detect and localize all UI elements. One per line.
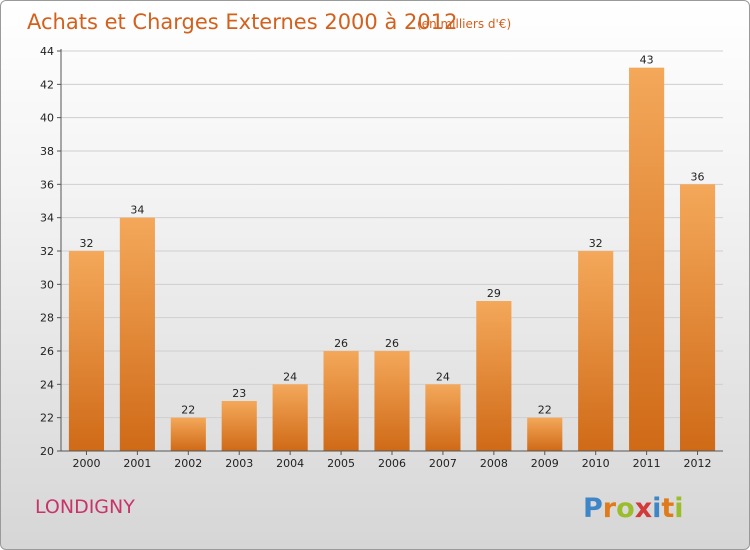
x-tick-label: 2012 (684, 457, 712, 470)
proxiti-logo: Proxiti (583, 493, 684, 524)
y-tick-label: 36 (40, 178, 54, 191)
bar-2011 (629, 67, 665, 452)
bar-2001 (119, 217, 155, 451)
logo-letter: i (674, 493, 683, 524)
x-tick-label: 2007 (429, 457, 457, 470)
logo-letter: r (603, 493, 617, 524)
y-tick-label: 22 (40, 412, 54, 425)
y-tick-label: 40 (40, 112, 54, 125)
bar-2004 (272, 384, 308, 451)
bar-2003 (221, 401, 257, 451)
bar-2000 (68, 251, 105, 451)
bar-2012 (679, 184, 716, 452)
y-tick-label: 32 (40, 245, 54, 258)
x-tick-label: 2005 (327, 457, 355, 470)
bar-2008 (476, 301, 512, 451)
bar-2006 (374, 351, 410, 451)
data-label: 32 (79, 237, 93, 250)
x-tick-label: 2009 (531, 457, 559, 470)
y-tick-label: 24 (40, 378, 54, 391)
logo-letter: P (583, 493, 603, 524)
x-tick-label: 2001 (123, 457, 151, 470)
y-tick-label: 38 (40, 145, 54, 158)
y-tick-label: 42 (40, 78, 54, 91)
y-tick-label: 30 (40, 278, 54, 291)
bar-2002 (170, 417, 206, 451)
logo-letter: x (635, 493, 652, 524)
grid-layer (61, 50, 723, 419)
x-tick-label: 2011 (633, 457, 661, 470)
x-tick-label: 2002 (174, 457, 202, 470)
chart-title: Achats et Charges Externes 2000 à 2012 (27, 10, 457, 34)
data-label: 22 (181, 404, 195, 417)
data-label: 23 (232, 387, 246, 400)
data-label: 24 (283, 370, 297, 383)
x-tick-label: 2004 (276, 457, 304, 470)
bar-2010 (578, 251, 614, 451)
y-tick-label: 20 (40, 445, 54, 458)
data-label: 43 (640, 54, 654, 67)
y-tick-label: 34 (40, 212, 54, 225)
bar-layer: 32 34 22 23 24 26 26 24 29 22 32 43 36 (68, 54, 716, 452)
bar-2007 (425, 384, 461, 451)
y-tick-label: 44 (40, 45, 54, 58)
chart-subtitle: (en milliers d'€) (417, 17, 511, 31)
x-tick-label: 2008 (480, 457, 508, 470)
data-label: 29 (487, 287, 501, 300)
data-label: 24 (436, 370, 450, 383)
logo-letter: t (661, 493, 674, 524)
data-label: 32 (589, 237, 603, 250)
x-tick-label: 2000 (72, 457, 100, 470)
bar-2009 (527, 417, 563, 451)
data-label: 26 (334, 337, 348, 350)
logo-letter: i (652, 493, 661, 524)
x-tick-label: 2006 (378, 457, 406, 470)
x-tick-label: 2010 (582, 457, 610, 470)
data-label: 34 (130, 204, 144, 217)
y-tick-label: 28 (40, 312, 54, 325)
data-label: 36 (691, 170, 705, 183)
axis-layer: 20 22 24 26 28 30 32 34 36 38 40 42 44 2000 2001 2002 20… (40, 45, 723, 470)
data-label: 26 (385, 337, 399, 350)
logo-letter: o (616, 493, 635, 524)
bar-2005 (323, 351, 359, 451)
data-label: 22 (538, 404, 552, 417)
place-name: LONDIGNY (35, 496, 135, 518)
x-tick-label: 2003 (225, 457, 253, 470)
y-tick-label: 26 (40, 345, 54, 358)
